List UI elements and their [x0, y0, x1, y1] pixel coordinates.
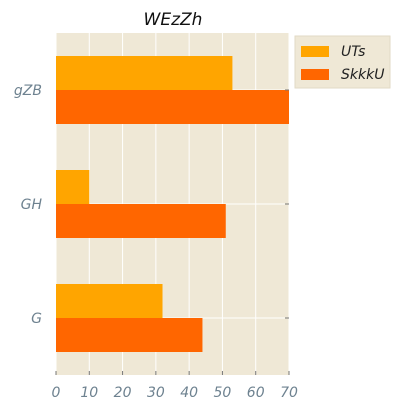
- bar-uts-gh: [56, 170, 90, 204]
- legend-swatch-skkku: [301, 69, 329, 80]
- chart-title: WEzZh: [144, 10, 203, 30]
- axis-ticks: [55, 89, 290, 375]
- x-tick-label: 70: [280, 385, 298, 401]
- bar-skkku-gzb: [56, 90, 289, 124]
- y-tick-label: gZB: [14, 83, 42, 99]
- x-tick-label: 50: [214, 385, 232, 401]
- legend: UTs SkkkU: [294, 35, 391, 89]
- x-tick-label: 0: [52, 385, 61, 401]
- legend-swatch-uts: [301, 46, 329, 57]
- x-tick-label: 30: [147, 385, 165, 401]
- y-tick-label: G: [31, 311, 42, 327]
- bar-uts-gzb: [56, 56, 233, 90]
- x-tick-label: 40: [180, 385, 198, 401]
- bar-skkku-g: [56, 318, 203, 352]
- bars: [56, 56, 289, 352]
- axis-labels: 0 10 20 30 40 50 60 70 G GH gZB: [14, 83, 298, 401]
- legend-label-skkku: SkkkU: [341, 67, 384, 83]
- bar-uts-g: [56, 284, 163, 318]
- x-tick-label: 60: [247, 385, 265, 401]
- x-tick-label: 20: [114, 385, 132, 401]
- y-tick-label: GH: [21, 197, 43, 213]
- x-tick-label: 10: [80, 385, 98, 401]
- legend-label-uts: UTs: [341, 44, 365, 60]
- bar-skkku-gh: [56, 204, 226, 238]
